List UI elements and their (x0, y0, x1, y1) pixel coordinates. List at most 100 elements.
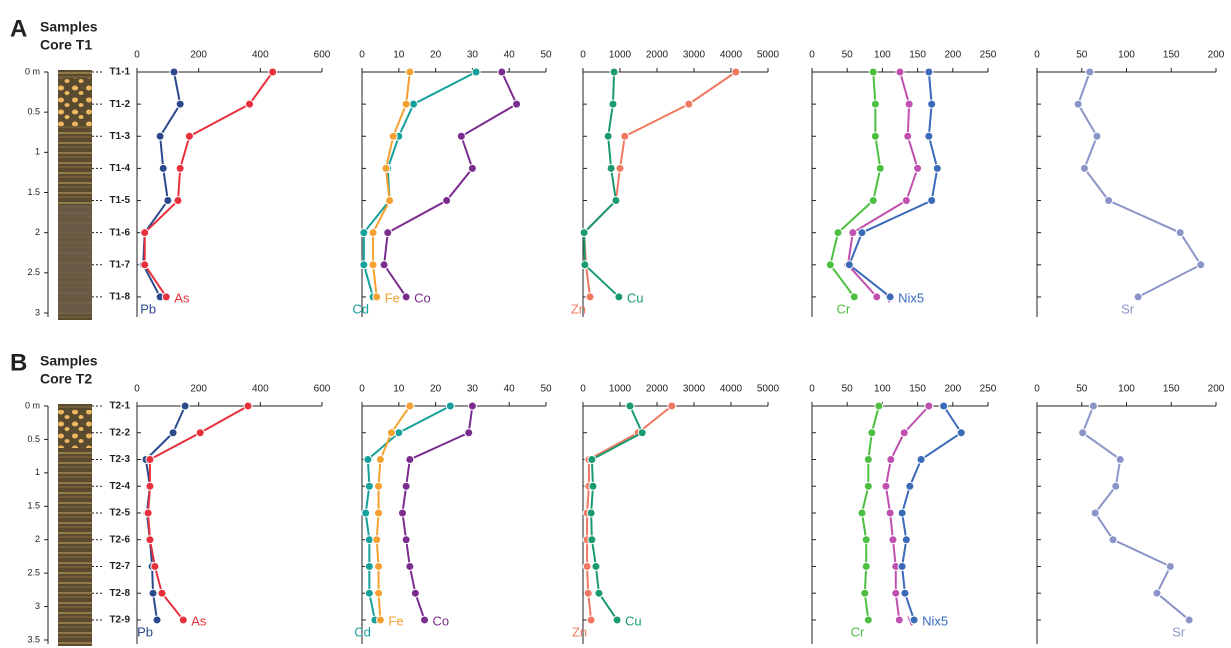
data-point (1105, 197, 1113, 205)
legend-label: Sr (1121, 301, 1135, 316)
core-subtitle: Core T1 (40, 37, 92, 53)
data-point (146, 455, 154, 463)
data-point (169, 429, 177, 437)
x-tick-label: 2000 (646, 50, 669, 61)
x-tick-label: 150 (909, 384, 926, 395)
x-tick-label: 50 (1076, 384, 1088, 395)
x-tick-label: 50 (540, 50, 552, 61)
x-tick-label: 150 (1163, 50, 1180, 61)
core-subtitle: Core T2 (40, 371, 92, 387)
data-point (1109, 536, 1117, 544)
data-point (914, 164, 922, 172)
x-tick-label: 400 (252, 384, 269, 395)
x-tick-label: 3000 (683, 384, 706, 395)
depth-tick-label: 2 (35, 227, 40, 237)
data-point (382, 164, 390, 172)
data-point (406, 402, 414, 410)
x-tick-label: 40 (504, 50, 516, 61)
x-tick-label: 400 (252, 50, 269, 61)
data-point (1080, 164, 1088, 172)
data-point (170, 68, 178, 76)
legend-label: Nix5 (898, 290, 924, 305)
data-point (389, 132, 397, 140)
data-point (580, 229, 588, 237)
data-point (905, 100, 913, 108)
depth-tick-label: 3 (35, 307, 40, 317)
sample-label: T1-1 (109, 67, 130, 78)
data-point (395, 429, 403, 437)
data-point (609, 100, 617, 108)
depth-tick-label: 1 (35, 467, 40, 477)
data-point (402, 100, 410, 108)
data-point (898, 509, 906, 517)
data-point (513, 100, 521, 108)
x-tick-label: 10 (393, 384, 405, 395)
data-point (179, 616, 187, 624)
sample-label: T2-1 (109, 401, 130, 412)
depth-tick-label: 3 (35, 601, 40, 611)
core-t2 (58, 404, 92, 646)
data-point (373, 293, 381, 301)
series-line (587, 406, 672, 620)
data-point (269, 68, 277, 76)
data-point (164, 197, 172, 205)
sample-label: T2-7 (109, 561, 130, 572)
x-tick-label: 4000 (720, 384, 743, 395)
x-tick-label: 600 (314, 50, 331, 61)
x-tick-label: 20 (430, 50, 442, 61)
data-point (864, 616, 872, 624)
depth-tick-label: 0 m (25, 400, 40, 410)
depth-tick-label: 3.5 (27, 634, 40, 644)
sample-label: T1-5 (109, 195, 130, 206)
depth-tick-label: 0.5 (27, 107, 40, 117)
core-t1 (58, 70, 92, 320)
data-point (411, 589, 419, 597)
data-point (621, 132, 629, 140)
data-point (1153, 589, 1161, 597)
depth-tick-label: 0.5 (27, 434, 40, 444)
data-point (638, 429, 646, 437)
depth-tick-label: 1.5 (27, 501, 40, 511)
data-point (906, 482, 914, 490)
legend-label: Co (433, 613, 450, 628)
data-point (369, 229, 377, 237)
legend-label: Cu (625, 613, 642, 628)
legend-label: As (191, 613, 207, 628)
legend-label: Fe (388, 613, 403, 628)
series-line (849, 72, 937, 297)
x-tick-label: 100 (1118, 384, 1135, 395)
x-tick-label: 4000 (720, 50, 743, 61)
series-line (902, 406, 961, 620)
data-point (421, 616, 429, 624)
sample-label: T1-8 (109, 292, 130, 303)
data-point (151, 562, 159, 570)
data-point (144, 509, 152, 517)
data-point (626, 402, 634, 410)
sample-label: T1-4 (109, 163, 130, 174)
legend-label: As (174, 290, 190, 305)
data-point (1185, 616, 1193, 624)
data-point (901, 589, 909, 597)
core-title: Samples (40, 19, 98, 35)
data-point (376, 616, 384, 624)
data-point (1112, 482, 1120, 490)
data-point (446, 402, 454, 410)
x-tick-label: 3000 (683, 50, 706, 61)
x-tick-label: 5000 (757, 384, 780, 395)
data-point (185, 132, 193, 140)
data-point (365, 482, 373, 490)
x-tick-label: 200 (944, 384, 961, 395)
data-point (1074, 100, 1082, 108)
data-point (468, 402, 476, 410)
sample-label: T2-6 (109, 534, 130, 545)
x-tick-label: 100 (874, 384, 891, 395)
data-point (181, 402, 189, 410)
data-point (588, 455, 596, 463)
x-tick-label: 0 (359, 50, 365, 61)
data-point (1086, 68, 1094, 76)
data-point (365, 589, 373, 597)
data-point (862, 536, 870, 544)
data-point (933, 164, 941, 172)
data-point (871, 132, 879, 140)
data-point (957, 429, 965, 437)
